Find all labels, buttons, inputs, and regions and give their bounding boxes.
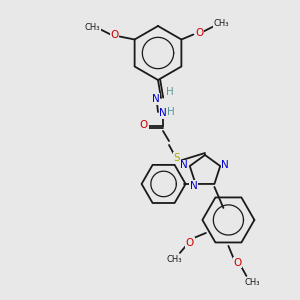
- Text: O: O: [195, 28, 203, 38]
- Text: H: H: [166, 87, 174, 97]
- Text: CH₃: CH₃: [245, 278, 260, 287]
- Text: O: O: [186, 238, 194, 248]
- Text: N: N: [190, 181, 197, 191]
- Text: N: N: [152, 94, 160, 104]
- Text: O: O: [233, 258, 242, 268]
- Text: S: S: [174, 153, 180, 163]
- Text: O: O: [140, 120, 148, 130]
- Text: N: N: [180, 160, 188, 170]
- Text: N: N: [221, 160, 229, 170]
- Text: N: N: [159, 108, 167, 118]
- Text: CH₃: CH₃: [166, 255, 182, 264]
- Text: CH₃: CH₃: [85, 23, 100, 32]
- Text: O: O: [110, 31, 119, 40]
- Text: H: H: [167, 107, 175, 117]
- Text: CH₃: CH₃: [214, 19, 229, 28]
